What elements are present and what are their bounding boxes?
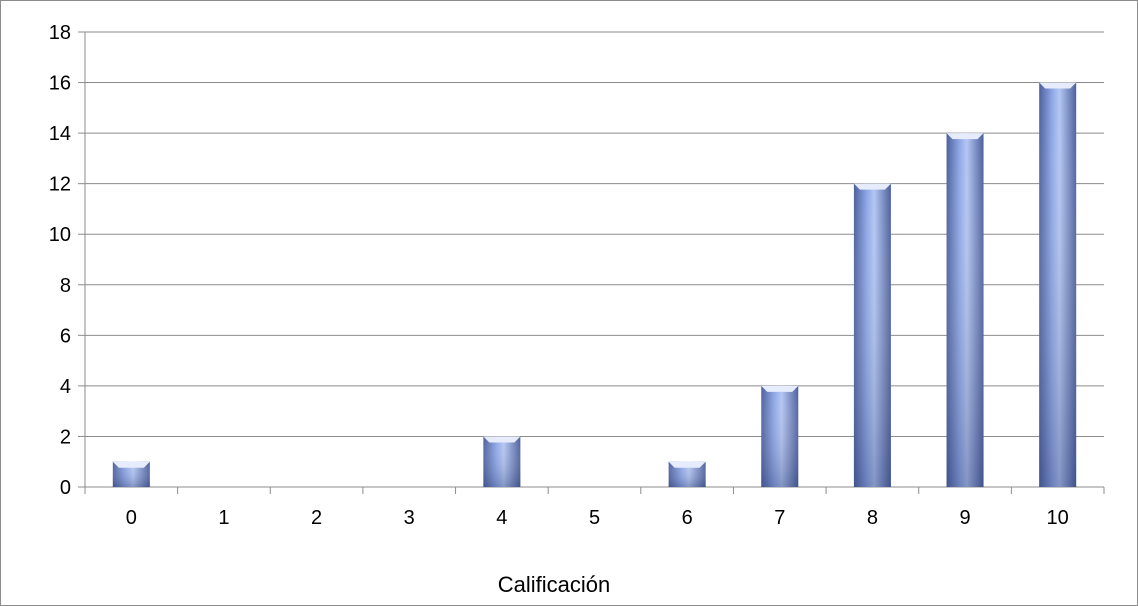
bar-cap bbox=[853, 183, 891, 190]
bar-shade bbox=[946, 133, 984, 487]
bar bbox=[483, 436, 521, 487]
bar-cap bbox=[946, 133, 984, 140]
bar-cap bbox=[1039, 82, 1077, 89]
bar bbox=[853, 183, 891, 487]
y-tick-label: 8 bbox=[60, 275, 71, 297]
bar-cap bbox=[668, 461, 706, 468]
y-tick-label: 2 bbox=[60, 426, 71, 448]
x-tick-label: 4 bbox=[496, 507, 507, 529]
y-tick-label: 12 bbox=[49, 174, 71, 196]
bar-shade bbox=[761, 385, 799, 487]
bar bbox=[1039, 82, 1077, 488]
bar bbox=[112, 461, 150, 487]
gridlines bbox=[78, 31, 1104, 488]
y-tick-label: 18 bbox=[49, 22, 71, 44]
bar-cap bbox=[761, 385, 799, 392]
bars bbox=[112, 82, 1077, 488]
y-tick-labels: 0 2 4 6 8 10 12 14 16 18 bbox=[49, 22, 71, 499]
y-tick-label: 10 bbox=[49, 224, 71, 246]
x-tick-label: 1 bbox=[218, 507, 229, 529]
x-tick-labels: 0 1 2 3 4 5 6 7 8 9 10 bbox=[126, 507, 1069, 529]
bar-cap bbox=[483, 436, 521, 443]
x-tick-label: 9 bbox=[959, 507, 970, 529]
x-axis-title: Calificación bbox=[498, 572, 611, 597]
y-tick-label: 0 bbox=[60, 477, 71, 499]
bar bbox=[668, 461, 706, 487]
bar-shade bbox=[1039, 82, 1077, 488]
x-tick-label: 6 bbox=[682, 507, 693, 529]
x-tick-label: 10 bbox=[1047, 507, 1069, 529]
y-tick-label: 6 bbox=[60, 325, 71, 347]
y-tick-label: 16 bbox=[49, 73, 71, 95]
x-tick-label: 5 bbox=[589, 507, 600, 529]
bar-shade bbox=[853, 183, 891, 487]
x-tick-label: 0 bbox=[126, 507, 137, 529]
y-tick-label: 14 bbox=[49, 123, 71, 145]
bar-shade bbox=[483, 436, 521, 487]
bar-cap bbox=[112, 461, 150, 468]
x-tick-label: 8 bbox=[867, 507, 878, 529]
y-tick-label: 4 bbox=[60, 376, 71, 398]
x-tick-label: 7 bbox=[774, 507, 785, 529]
x-tick-label: 2 bbox=[311, 507, 322, 529]
bar bbox=[761, 385, 799, 487]
x-tick-label: 3 bbox=[404, 507, 415, 529]
bar bbox=[946, 133, 984, 487]
axes bbox=[84, 32, 1105, 494]
